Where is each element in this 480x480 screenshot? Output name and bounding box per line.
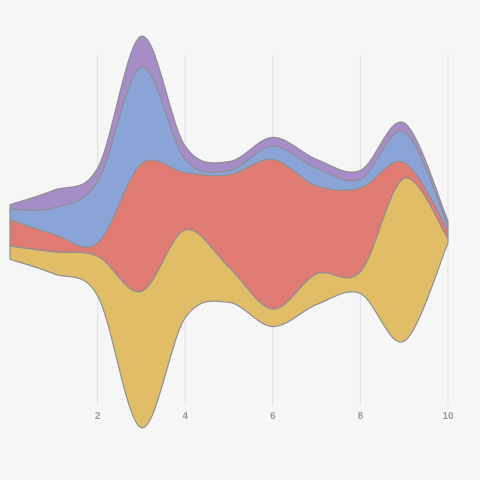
x-tick-label: 8 xyxy=(358,411,364,422)
x-axis-ticks: 2 4 6 8 10 xyxy=(95,411,454,422)
stream-layers xyxy=(9,35,449,429)
x-tick-label: 10 xyxy=(442,411,454,422)
x-tick-label: 6 xyxy=(270,411,276,422)
x-tick-label: 2 xyxy=(95,411,101,422)
stream-layer-4 xyxy=(9,35,449,226)
x-tick-label: 4 xyxy=(182,411,188,422)
